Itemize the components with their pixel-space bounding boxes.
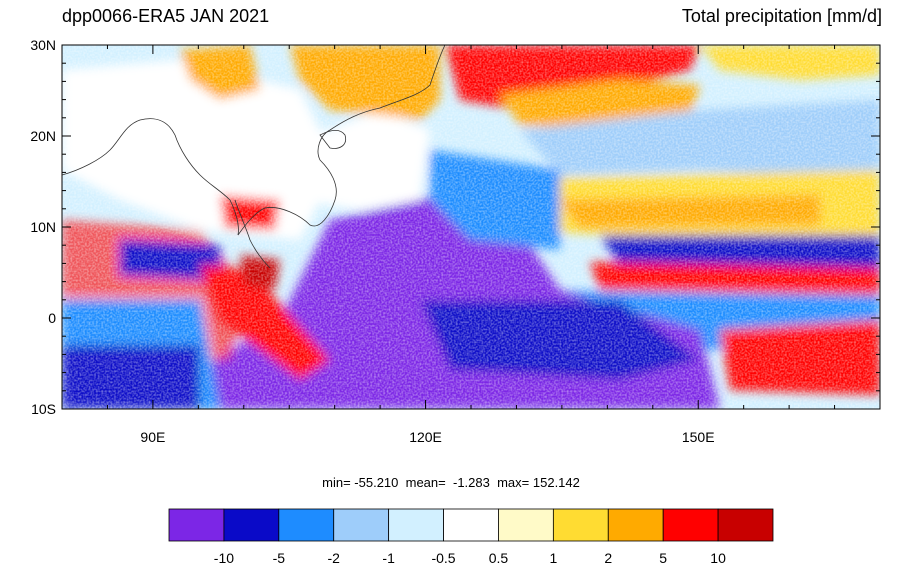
colorbar-box — [168, 508, 225, 542]
colorbar-label: 0.5 — [489, 550, 509, 566]
colorbar-label: -5 — [273, 550, 286, 566]
mean-value: -1.283 — [452, 475, 490, 490]
colorbar-box — [333, 508, 390, 542]
lat-tick-label: 0 — [48, 310, 56, 326]
lon-tick-label: 90E — [140, 429, 165, 445]
colorbar: -10 -5 -2 -1 -0.5 0.5 1 2 5 10 — [168, 508, 774, 566]
colorbar-box — [388, 508, 444, 542]
variable-title: Total precipitation [mm/d] — [681, 6, 882, 26]
colorbar-box — [607, 508, 664, 542]
colorbar-label: -0.5 — [431, 550, 455, 566]
colorbar-box — [443, 508, 499, 542]
min-label: min= — [322, 475, 351, 490]
colorbar-box — [223, 508, 280, 542]
map-axes: 30N 20N 10N 0 10S 90E 120E 150E — [30, 37, 881, 445]
colorbar-label: -10 — [214, 550, 234, 566]
lat-tick-label: 30N — [30, 37, 56, 53]
colorbar-label: 2 — [604, 550, 612, 566]
colorbar-box — [717, 508, 774, 542]
colorbar-box — [278, 508, 335, 542]
precip-field — [62, 45, 880, 409]
colorbar-label: -2 — [328, 550, 341, 566]
colorbar-box — [552, 508, 609, 542]
lat-tick-label: 10S — [31, 401, 56, 417]
field-statistics: min= -55.210 mean= -1.283 max= 152.142 — [0, 475, 902, 490]
colorbar-label: 10 — [710, 550, 726, 566]
colorbar-label: 1 — [549, 550, 557, 566]
max-value: 152.142 — [532, 475, 580, 490]
lon-tick-label: 150E — [682, 429, 715, 445]
min-value: -55.210 — [354, 475, 399, 490]
lat-tick-label: 10N — [30, 219, 56, 235]
colorbar-box — [662, 508, 719, 542]
lat-tick-label: 20N — [30, 128, 56, 144]
colorbar-label: 5 — [659, 550, 667, 566]
map-title: dpp0066-ERA5 JAN 2021 — [62, 6, 270, 26]
lon-tick-label: 120E — [409, 429, 442, 445]
colorbar-label: -1 — [382, 550, 395, 566]
max-label: max= — [497, 475, 530, 490]
coastlines — [62, 45, 446, 269]
mean-label: mean= — [405, 475, 446, 490]
colorbar-box — [498, 508, 554, 542]
